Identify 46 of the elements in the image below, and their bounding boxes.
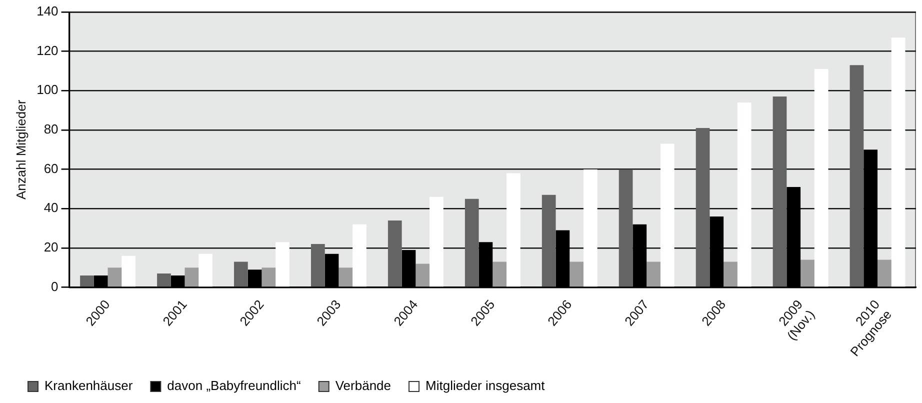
bar — [108, 268, 122, 287]
bar — [276, 242, 290, 287]
bar — [772, 96, 787, 287]
y-tick-label: 140 — [36, 4, 58, 19]
y-tick-label: 0 — [51, 278, 58, 294]
bar — [660, 144, 674, 287]
bar — [338, 268, 353, 287]
y-tick-label: 60 — [44, 160, 58, 176]
bar — [310, 244, 325, 287]
bar — [262, 268, 276, 287]
bar — [800, 260, 814, 287]
bar — [737, 102, 752, 287]
bar — [542, 194, 556, 287]
bar — [157, 274, 171, 287]
bar — [352, 224, 366, 287]
legend-label: davon „Babyfreundlich“ — [167, 378, 301, 394]
bar — [696, 128, 710, 287]
bar — [891, 38, 906, 287]
bar — [430, 196, 444, 287]
bar — [122, 256, 136, 287]
bar — [492, 262, 506, 287]
bar — [618, 169, 633, 287]
bar — [198, 254, 212, 287]
bar — [416, 264, 430, 287]
y-tick-label: 20 — [44, 240, 58, 255]
bar — [814, 69, 828, 287]
y-axis-title: Anzahl Mitglieder — [13, 99, 28, 200]
bar — [878, 260, 892, 287]
bar — [184, 268, 199, 287]
bar — [724, 262, 738, 287]
legend-label: Krankenhäuser — [44, 378, 134, 394]
bar — [850, 65, 864, 287]
bar — [80, 276, 94, 287]
bar — [583, 169, 598, 287]
legend-label: Verbände — [335, 378, 392, 394]
bar — [234, 262, 248, 287]
y-tick-label: 40 — [44, 200, 58, 216]
bar — [464, 198, 479, 287]
y-tick-label: 120 — [36, 42, 58, 58]
y-tick-label: 100 — [36, 82, 58, 98]
bar — [388, 220, 402, 287]
legend-label: Mitglieder insgesamt — [426, 378, 546, 394]
bar — [646, 262, 660, 287]
bar — [506, 173, 520, 287]
y-tick-label: 80 — [44, 122, 58, 137]
bar — [570, 262, 584, 287]
